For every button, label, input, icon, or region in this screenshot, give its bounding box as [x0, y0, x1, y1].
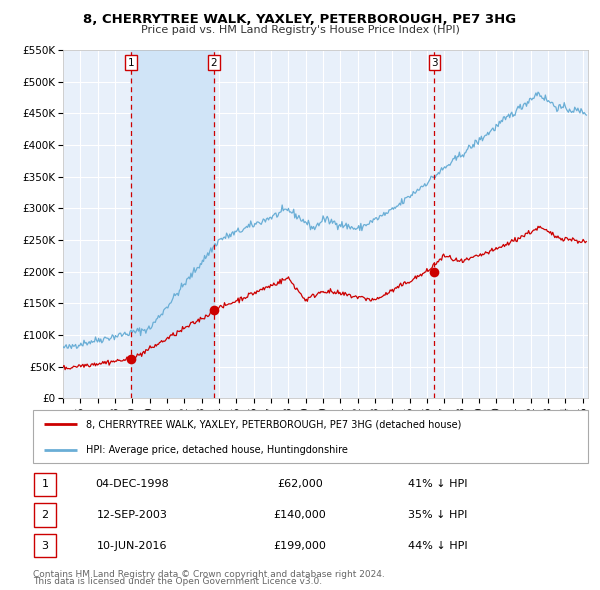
FancyBboxPatch shape	[34, 534, 56, 558]
Text: 1: 1	[41, 480, 49, 489]
Text: Contains HM Land Registry data © Crown copyright and database right 2024.: Contains HM Land Registry data © Crown c…	[33, 571, 385, 579]
Text: 8, CHERRYTREE WALK, YAXLEY, PETERBOROUGH, PE7 3HG: 8, CHERRYTREE WALK, YAXLEY, PETERBOROUGH…	[83, 13, 517, 26]
Text: 8, CHERRYTREE WALK, YAXLEY, PETERBOROUGH, PE7 3HG (detached house): 8, CHERRYTREE WALK, YAXLEY, PETERBOROUGH…	[86, 419, 461, 430]
Text: 2: 2	[211, 58, 217, 68]
Text: 12-SEP-2003: 12-SEP-2003	[97, 510, 167, 520]
Text: £62,000: £62,000	[277, 480, 323, 489]
Text: 10-JUN-2016: 10-JUN-2016	[97, 541, 167, 550]
Text: 41% ↓ HPI: 41% ↓ HPI	[408, 480, 468, 489]
Text: 2: 2	[41, 510, 49, 520]
Text: Price paid vs. HM Land Registry's House Price Index (HPI): Price paid vs. HM Land Registry's House …	[140, 25, 460, 35]
Text: 44% ↓ HPI: 44% ↓ HPI	[408, 541, 468, 550]
Text: £199,000: £199,000	[274, 541, 326, 550]
Text: 35% ↓ HPI: 35% ↓ HPI	[409, 510, 467, 520]
FancyBboxPatch shape	[33, 410, 588, 463]
Text: 1: 1	[128, 58, 134, 68]
Text: 04-DEC-1998: 04-DEC-1998	[95, 480, 169, 489]
Text: 3: 3	[431, 58, 438, 68]
Bar	[131, 50, 214, 398]
Text: £140,000: £140,000	[274, 510, 326, 520]
FancyBboxPatch shape	[34, 503, 56, 527]
Text: 3: 3	[41, 541, 49, 550]
Text: This data is licensed under the Open Government Licence v3.0.: This data is licensed under the Open Gov…	[33, 578, 322, 586]
FancyBboxPatch shape	[34, 473, 56, 496]
Text: HPI: Average price, detached house, Huntingdonshire: HPI: Average price, detached house, Hunt…	[86, 445, 347, 455]
